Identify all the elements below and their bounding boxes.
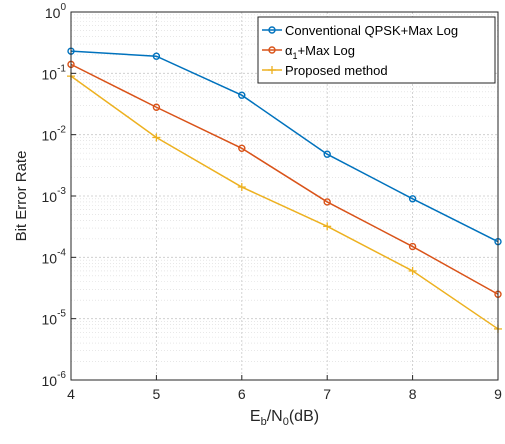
x-tick-label: 5	[153, 386, 161, 402]
y-axis-label: Bit Error Rate	[13, 151, 30, 242]
legend-item: Conventional QPSK+Max Log	[262, 23, 458, 38]
legend-box	[257, 16, 496, 84]
series-line	[70, 75, 499, 330]
data-point	[152, 52, 161, 60]
data-point	[408, 195, 417, 203]
y-tick-label: 100	[45, 2, 67, 21]
x-tick-label: 6	[238, 386, 246, 402]
x-axis-ticks: 4 5 6 7 8 9	[67, 375, 502, 402]
legend-label: Proposed method	[285, 63, 388, 78]
y-tick-label: 10-5	[42, 309, 67, 328]
data-point	[323, 150, 331, 158]
data-point	[152, 133, 161, 142]
legend-item: α1+Max Log	[262, 43, 355, 61]
data-point	[408, 242, 417, 251]
data-point	[323, 198, 331, 206]
series-line	[70, 63, 499, 295]
y-tick-label: 10-1	[42, 63, 67, 82]
data-point	[238, 144, 246, 152]
legend-marker	[268, 46, 276, 54]
data-point	[408, 266, 417, 275]
x-tick-label: 7	[323, 386, 331, 402]
series-line	[70, 50, 499, 243]
legend-marker	[268, 26, 276, 34]
y-tick-label: 10-3	[42, 186, 67, 205]
data-point	[323, 222, 332, 231]
legend: Conventional QPSK+Max Log α1+Max Log Propo…	[257, 16, 496, 84]
legend-label: Conventional QPSK+Max Log	[285, 23, 458, 38]
data-point	[238, 91, 246, 99]
series-layer	[67, 47, 502, 333]
x-axis-label: Eb/N0(dB)	[250, 408, 319, 428]
data-point	[152, 103, 161, 111]
legend-label: α1+Max Log	[285, 43, 355, 61]
x-tick-label: 9	[494, 386, 502, 402]
data-point	[237, 183, 246, 192]
y-tick-label: 10-4	[42, 247, 67, 266]
y-tick-label: 10-2	[42, 125, 67, 144]
x-tick-label: 8	[409, 386, 417, 402]
legend-item: Proposed method	[262, 63, 388, 78]
legend-marker	[268, 66, 276, 74]
series-1	[67, 60, 502, 298]
x-tick-label: 4	[67, 386, 75, 402]
y-axis-ticks: 100 10-1 10-2 10-3 10-4 10-5 10-6	[42, 2, 76, 389]
series-2	[67, 72, 502, 333]
y-tick-label: 10-6	[42, 370, 67, 389]
